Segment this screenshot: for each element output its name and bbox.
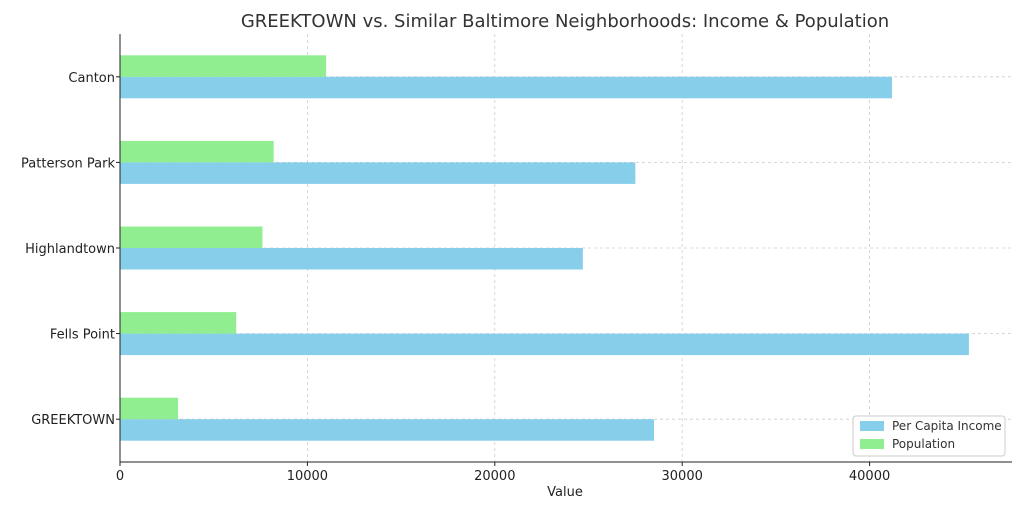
- y-tick-label: Highlandtown: [25, 242, 115, 257]
- legend: Per Capita Income Population: [852, 415, 1006, 457]
- bars: [120, 55, 969, 441]
- y-axis-ticks: GREEKTOWN Fells Point Highlandtown Patterso…: [21, 71, 120, 428]
- x-tick-label: 30000: [662, 469, 703, 484]
- legend-swatch-population: [860, 439, 884, 449]
- population-bar: [120, 312, 237, 334]
- population-bar: [120, 140, 274, 163]
- income-bar: [120, 76, 893, 99]
- y-tick-label: Fells Point: [50, 328, 115, 343]
- y-tick-label: Canton: [68, 71, 115, 86]
- legend-label-income: Per Capita Income: [892, 419, 1002, 433]
- x-tick-label: 10000: [287, 469, 328, 484]
- population-bar: [120, 397, 179, 420]
- population-bar: [120, 226, 263, 248]
- income-bar: [120, 333, 969, 356]
- legend-label-population: Population: [892, 437, 955, 451]
- legend-swatch-income: [860, 421, 884, 431]
- x-tick-label: 20000: [474, 469, 515, 484]
- x-tick-label: 40000: [849, 469, 890, 484]
- x-tick-label: 0: [116, 469, 124, 484]
- legend-box: [852, 415, 1006, 457]
- x-axis-ticks: 0 10000 20000 30000 40000: [116, 462, 890, 484]
- y-tick-label: Patterson Park: [21, 156, 115, 171]
- income-bar: [120, 162, 636, 184]
- income-bar: [120, 419, 655, 441]
- population-bar: [120, 55, 327, 77]
- chart-title: GREEKTOWN vs. Similar Baltimore Neighbor…: [241, 11, 889, 32]
- x-axis-label: Value: [547, 485, 583, 500]
- income-bar: [120, 248, 583, 270]
- y-tick-label: GREEKTOWN: [31, 413, 115, 428]
